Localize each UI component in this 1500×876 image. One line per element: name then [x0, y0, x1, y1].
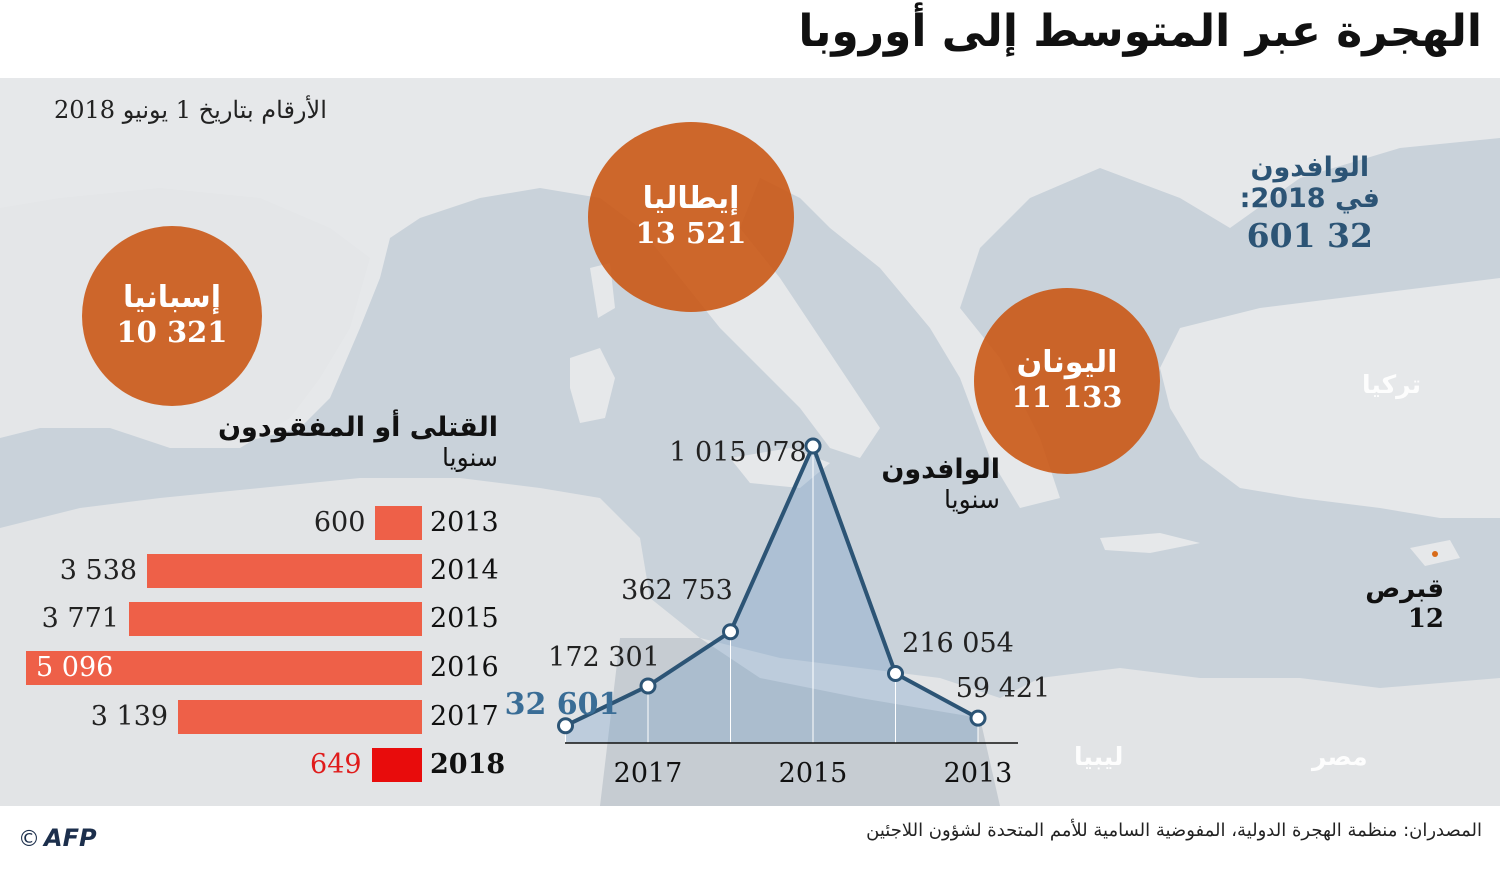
deaths-bar-row: 2016 5 096 — [0, 651, 520, 685]
deaths-bar-year-label: 2018 — [430, 749, 506, 780]
deaths-bar-row: 2015 3 771 — [0, 602, 520, 636]
bubble-italy: إيطاليا 13 521 — [588, 122, 794, 312]
deaths-title-line2: سنويا — [442, 443, 498, 472]
bubble-greece: اليونان 11 133 — [974, 288, 1160, 474]
arrivals-data-label: 32 601 — [505, 687, 620, 722]
arrivals-line-chart: 59 421 216 054 1 015 078 362 753 172 301 32 6… — [505, 437, 1051, 789]
cyprus-block: قبرص 12 — [1365, 574, 1444, 634]
deaths-bar-year-label: 2015 — [430, 603, 499, 634]
map-area: الأرقام بتاريخ 1 يونيو 2018 إسبانيا 10 3… — [0, 78, 1500, 806]
total-arrivals-2018: الوافدون في 2018: 32 601 — [1240, 152, 1380, 255]
bubble-spain: إسبانيا 10 321 — [82, 226, 262, 406]
arrivals-chart-title: الوافدون سنويا — [881, 454, 1000, 514]
bubble-spain-name: إسبانيا — [122, 279, 222, 315]
cyprus-value: 12 — [1407, 604, 1444, 634]
deaths-bar-row: 2013 600 — [0, 506, 520, 540]
label-libya: ليبيا — [1074, 742, 1124, 771]
arrivals-data-label: 216 054 — [902, 628, 1014, 659]
bubble-greece-value: 11 133 — [1011, 379, 1123, 414]
deaths-bar-value-label: 3 139 — [90, 701, 169, 732]
deaths-bar-row: 2014 3 538 — [0, 554, 520, 588]
deaths-bar-year-label: 2014 — [430, 555, 499, 586]
arrivals-x-tick-label: 2017 — [614, 758, 683, 789]
total-label-line2: في 2018: — [1239, 183, 1380, 214]
deaths-bar-value-label: 649 — [310, 749, 362, 780]
total-label-line1: الوافدون — [1250, 152, 1370, 183]
deaths-bar-year-label: 2017 — [430, 701, 499, 732]
arrivals-data-label: 172 301 — [548, 642, 660, 673]
arrivals-data-point — [557, 717, 574, 735]
arrivals-data-label: 362 753 — [621, 575, 733, 606]
deaths-bar-row: 2017 3 139 — [0, 700, 520, 734]
arrivals-data-point — [639, 677, 657, 695]
arrivals-x-tick-label: 2013 — [944, 758, 1013, 789]
deaths-bar — [178, 700, 422, 734]
arrivals-data-label: 1 015 078 — [669, 437, 806, 468]
deaths-bar-value-label: 3 771 — [41, 603, 119, 634]
date-note: الأرقام بتاريخ 1 يونيو 2018 — [54, 96, 327, 124]
arrivals-data-point — [887, 664, 904, 682]
afp-logo: © AFP — [18, 824, 97, 852]
arrivals-title-line1: الوافدون — [881, 454, 1000, 485]
bubble-greece-name: اليونان — [1016, 344, 1118, 380]
deaths-bar-row: 2018 649 — [0, 748, 520, 782]
bubble-italy-name: إيطاليا — [642, 180, 740, 216]
deaths-bar-year-label: 2013 — [430, 507, 499, 538]
deaths-bar-value-label: 5 096 — [36, 652, 114, 683]
bubble-italy-value: 13 521 — [635, 215, 747, 250]
deaths-bar — [26, 651, 422, 685]
afp-logo-text: AFP — [44, 824, 97, 852]
deaths-bar-value-label: 3 538 — [59, 555, 138, 586]
arrivals-data-label: 59 421 — [956, 673, 1050, 704]
deaths-bar — [147, 554, 422, 588]
arrivals-data-point — [722, 623, 739, 641]
cyprus-name: قبرص — [1365, 574, 1444, 604]
deaths-bar-year-label: 2016 — [430, 652, 499, 683]
deaths-bar-value-label: 600 — [313, 507, 366, 538]
deaths-bar — [371, 748, 422, 782]
arrivals-data-point — [969, 709, 987, 727]
arrivals-data-point — [804, 437, 822, 455]
deaths-bar — [375, 506, 422, 540]
footer: © AFP المصدران: منظمة الهجرة الدولية، الم… — [0, 806, 1500, 876]
total-value: 32 601 — [1246, 216, 1373, 255]
arrivals-title-line2: سنويا — [944, 485, 1000, 514]
source-note: المصدران: منظمة الهجرة الدولية، المفوضية… — [866, 820, 1482, 841]
arrivals-area — [565, 446, 978, 743]
arrivals-x-tick-label: 2015 — [779, 758, 848, 789]
label-egypt: مصر — [1312, 742, 1368, 771]
arrivals-series-line — [564, 444, 979, 728]
page-title: الهجرة عبر المتوسط إلى أوروبا — [798, 6, 1482, 57]
deaths-bar — [128, 602, 422, 636]
deaths-chart-title: القتلى أو المفقودون سنويا — [218, 412, 498, 472]
label-turkey: تركيا — [1362, 370, 1422, 399]
copyright-symbol: © — [18, 827, 40, 852]
deaths-title-line1: القتلى أو المفقودون — [218, 412, 498, 443]
bubble-spain-value: 10 321 — [116, 314, 228, 349]
